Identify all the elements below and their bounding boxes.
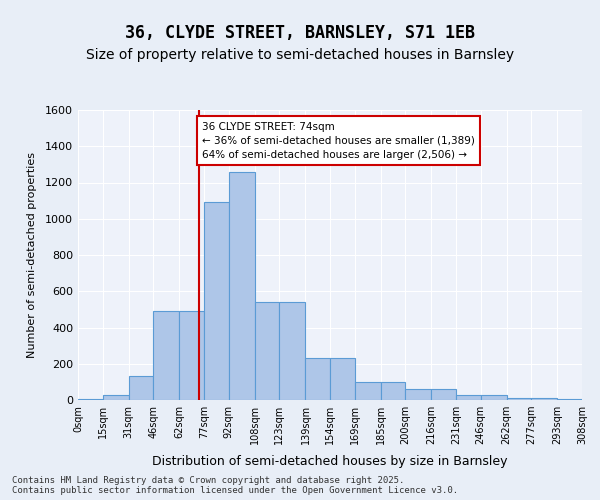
Bar bbox=[179, 311, 204, 400]
Text: Size of property relative to semi-detached houses in Barnsley: Size of property relative to semi-detach… bbox=[86, 48, 514, 62]
Bar bbox=[129, 376, 153, 400]
Bar bbox=[531, 398, 557, 400]
Bar bbox=[305, 358, 330, 400]
X-axis label: Distribution of semi-detached houses by size in Barnsley: Distribution of semi-detached houses by … bbox=[152, 456, 508, 468]
Bar bbox=[103, 394, 129, 400]
Bar bbox=[481, 396, 507, 400]
Bar bbox=[355, 382, 381, 400]
Text: 36, CLYDE STREET, BARNSLEY, S71 1EB: 36, CLYDE STREET, BARNSLEY, S71 1EB bbox=[125, 24, 475, 42]
Text: 36 CLYDE STREET: 74sqm
← 36% of semi-detached houses are smaller (1,389)
64% of : 36 CLYDE STREET: 74sqm ← 36% of semi-det… bbox=[202, 122, 475, 160]
Bar bbox=[330, 358, 355, 400]
Bar bbox=[507, 398, 531, 400]
Bar bbox=[381, 382, 405, 400]
Text: Contains HM Land Registry data © Crown copyright and database right 2025.
Contai: Contains HM Land Registry data © Crown c… bbox=[12, 476, 458, 495]
Bar bbox=[153, 311, 179, 400]
Bar bbox=[255, 302, 279, 400]
Bar bbox=[431, 389, 456, 400]
Bar bbox=[405, 389, 431, 400]
Y-axis label: Number of semi-detached properties: Number of semi-detached properties bbox=[26, 152, 37, 358]
Bar bbox=[456, 396, 481, 400]
Bar bbox=[229, 172, 255, 400]
Bar bbox=[557, 399, 582, 400]
Bar bbox=[78, 399, 103, 400]
Bar bbox=[204, 202, 229, 400]
Bar bbox=[279, 302, 305, 400]
